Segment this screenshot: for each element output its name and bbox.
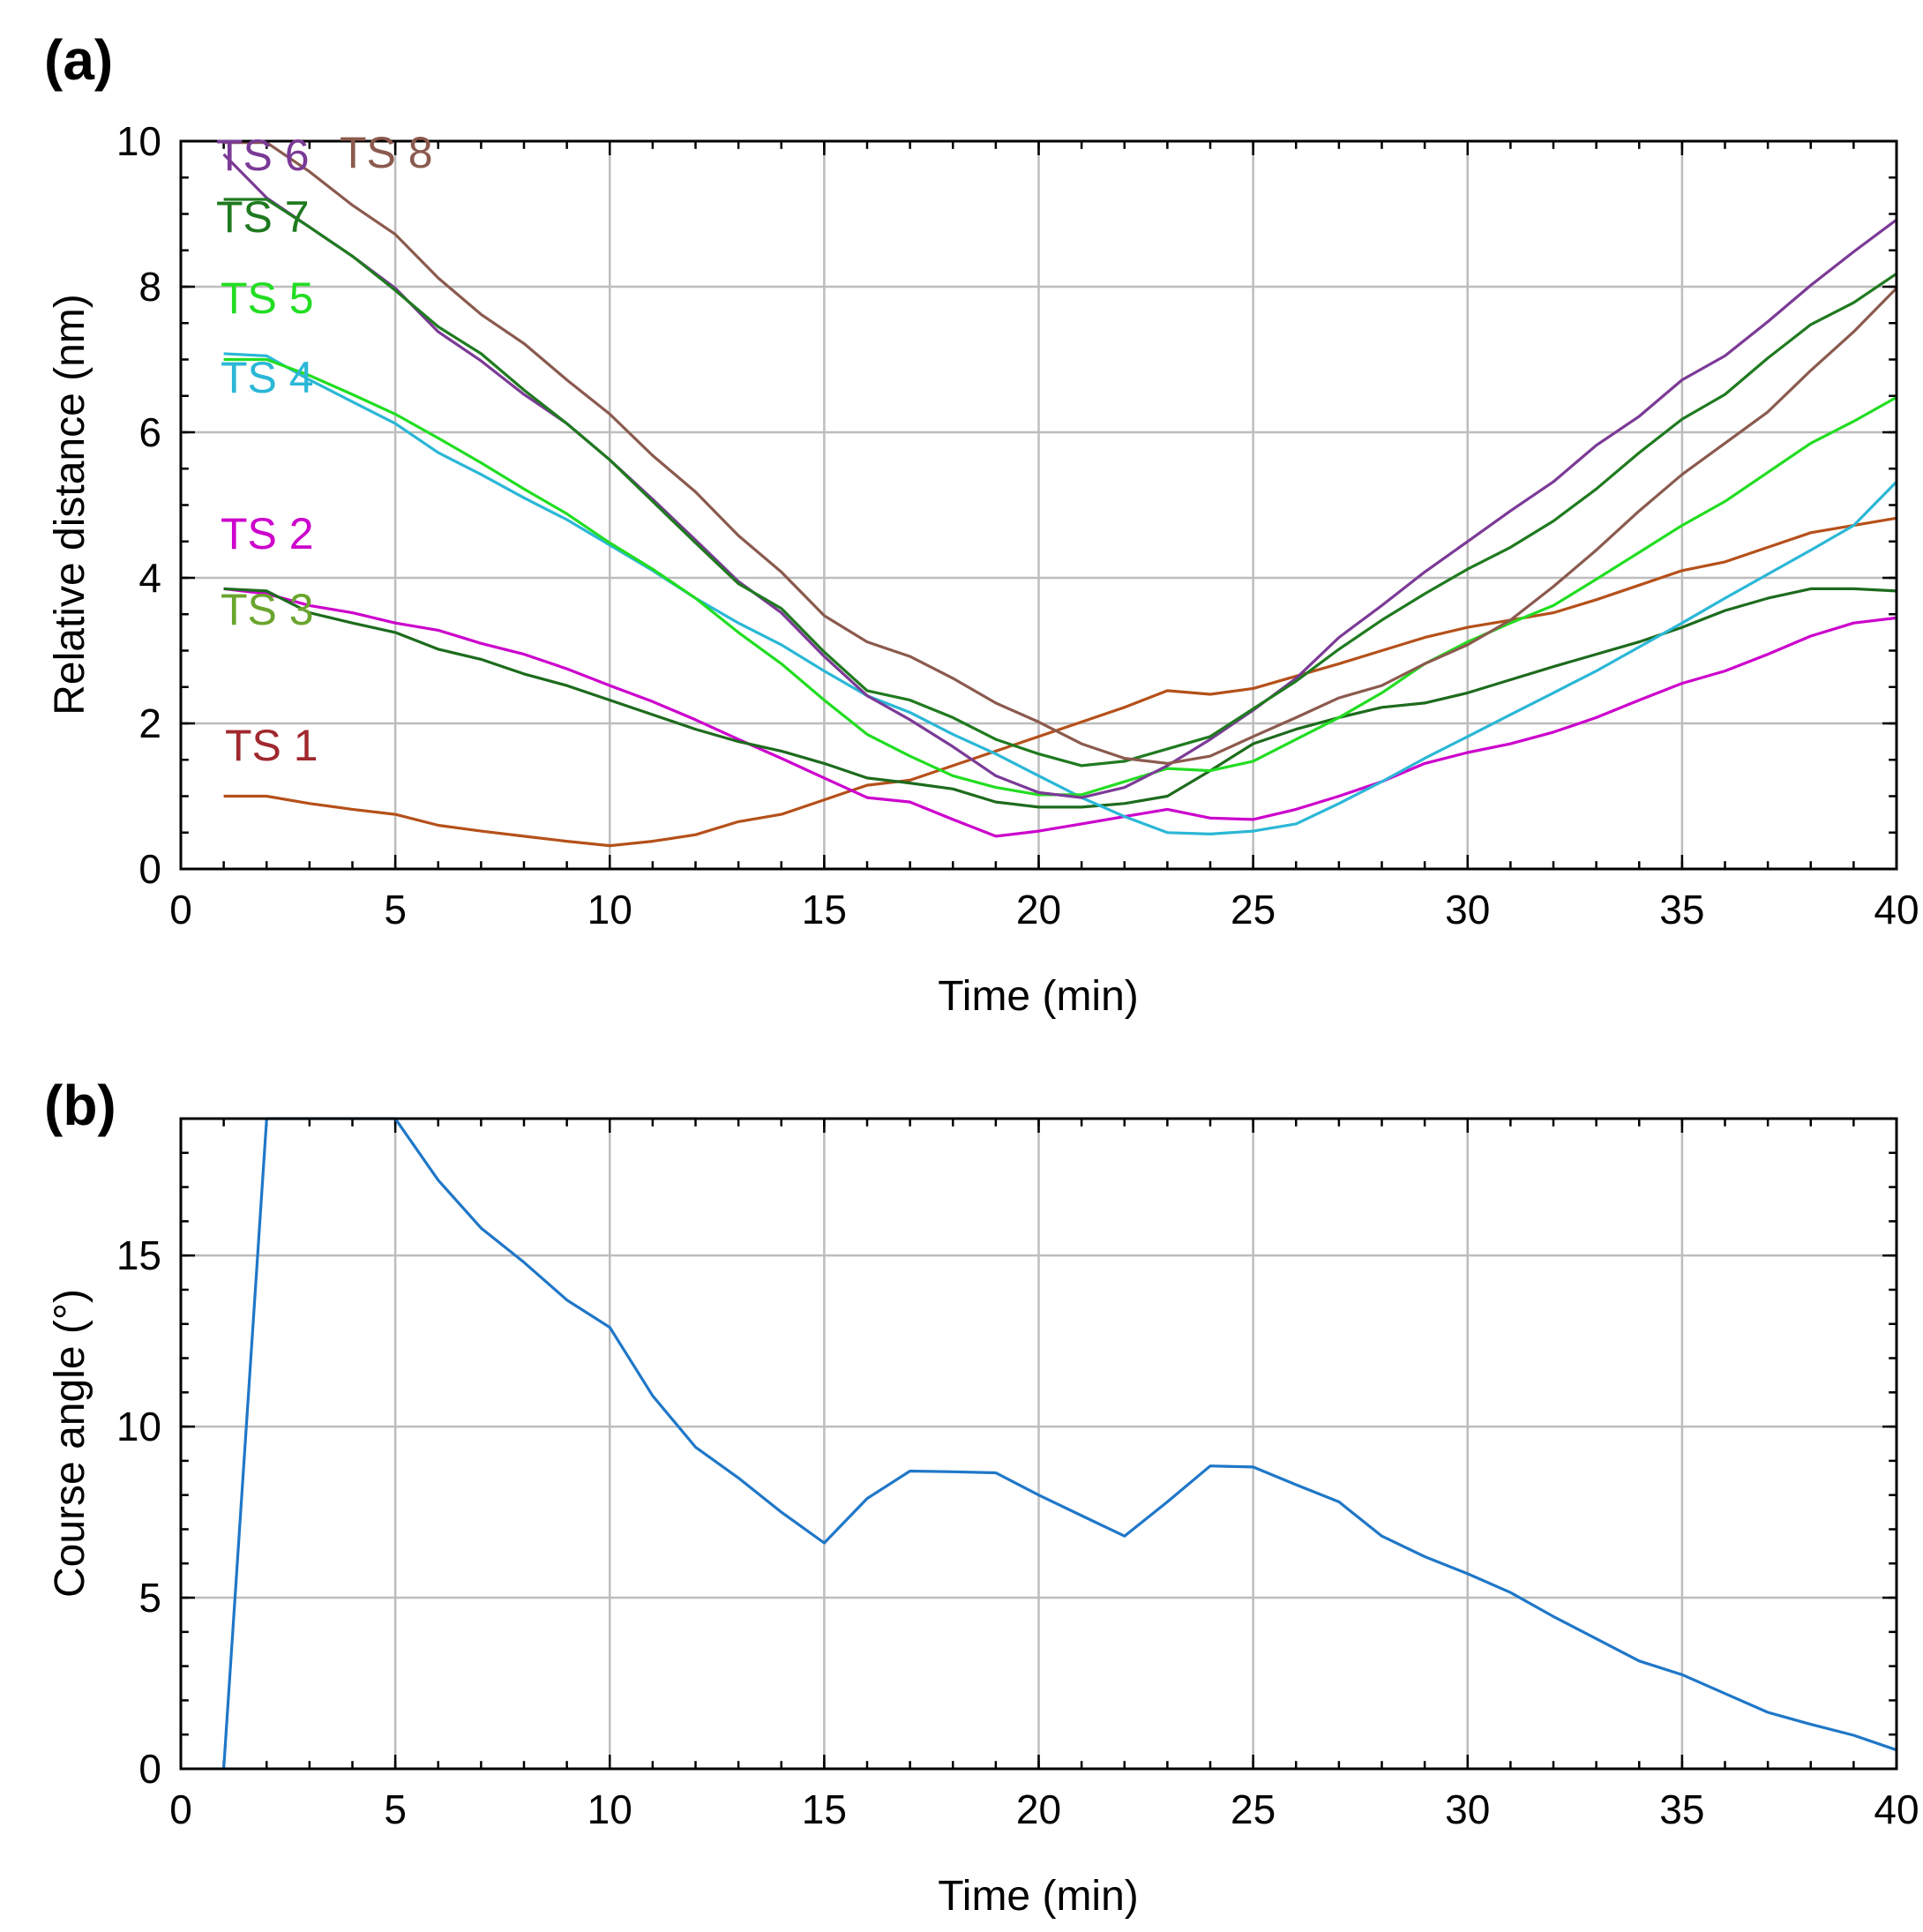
x-tick-label: 25 [1231,1786,1276,1832]
y-tick-label: 4 [138,555,161,601]
x-tick-label: 0 [169,887,192,932]
series-label-ts-8: TS 8 [340,128,433,177]
y-tick-label: 10 [116,118,161,164]
x-tick-label: 10 [587,1786,632,1832]
y-tick-label: 2 [138,700,161,746]
panel-a-grid [181,141,1897,869]
x-tick-label: 35 [1659,1786,1704,1832]
panel-a-y-tick-labels: 0 2 4 6 8 10 [116,118,161,892]
panel-b-grid [181,1119,1897,1769]
y-tick-label: 15 [116,1232,161,1278]
series-line-ts-6 [222,153,1897,799]
panel-a-y-axis-title: Relative distance (nm) [47,294,94,715]
series-label-ts-5: TS 5 [221,273,314,323]
y-tick-label: 10 [116,1404,161,1449]
x-tick-label: 30 [1445,887,1490,932]
panel-a-x-axis-title: Time (min) [938,973,1139,1020]
series-line-ts-7 [223,198,1897,768]
series-label-ts-2: TS 2 [221,509,314,558]
panel-b-frame [179,1117,1898,1771]
series-label-ts-1: TS 1 [225,721,318,770]
y-tick-label: 5 [138,1575,161,1621]
y-tick-label: 6 [138,409,161,455]
series-line-ts-3 [223,587,1897,809]
x-tick-label: 40 [1874,887,1919,932]
x-tick-label: 30 [1445,1786,1490,1832]
panel-a-label: (a) [44,28,113,92]
y-tick-label: 0 [138,846,161,892]
panel-b-x-axis-title: Time (min) [938,1873,1139,1920]
panel-b-course-angle-chart: (b) 0 5 10 15 20 25 30 35 40 0 5 10 15 Time (min) C… [44,1074,1919,1920]
x-tick-label: 10 [587,887,632,932]
x-tick-label: 20 [1016,887,1061,932]
series-line-ts-1 [223,516,1897,848]
y-tick-label: 8 [138,264,161,310]
series-line-ts-4 [223,352,1898,836]
series-label-ts-6: TS 6 [216,131,310,180]
series-label-ts-7: TS 7 [216,192,310,242]
y-tick-label: 0 [138,1746,161,1792]
panel-b-series [222,1117,1897,1770]
series-label-ts-3: TS 3 [221,585,314,634]
series-line-ts-8 [223,141,1898,766]
panel-a-frame [179,139,1898,871]
x-tick-label: 5 [384,1786,407,1832]
series-line-course-angle [222,1117,1897,1770]
series-label-ts-4: TS 4 [221,353,314,402]
panel-a-series [222,141,1898,848]
panel-a-x-tick-labels: 0 5 10 15 20 25 30 35 40 [169,887,1919,932]
x-tick-label: 35 [1659,887,1704,932]
x-tick-label: 25 [1231,887,1276,932]
panel-b-y-tick-labels: 0 5 10 15 [116,1232,161,1792]
panel-b-label: (b) [44,1074,116,1137]
x-tick-label: 0 [169,1786,192,1832]
panel-b-x-tick-labels: 0 5 10 15 20 25 30 35 40 [169,1786,1919,1832]
series-line-ts-2 [223,587,1897,838]
x-tick-label: 15 [802,887,847,932]
x-tick-label: 40 [1874,1786,1919,1832]
x-tick-label: 5 [384,887,407,932]
panel-b-y-axis-title: Course angle (°) [47,1289,94,1598]
x-tick-label: 15 [802,1786,847,1832]
x-tick-label: 20 [1016,1786,1061,1832]
panel-a-series-labels: TS 1 TS 2 TS 3 TS 4 TS 5 TS 6 TS 7 TS 8 [216,128,433,770]
